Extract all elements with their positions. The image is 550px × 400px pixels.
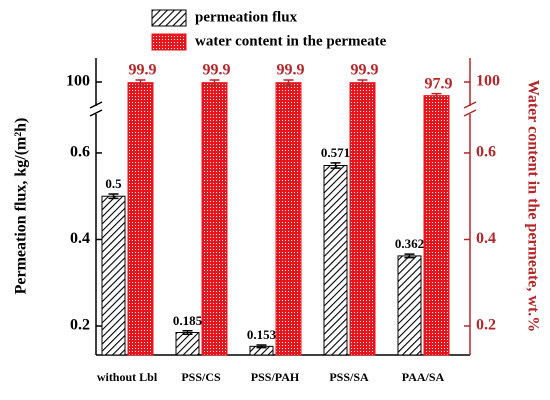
error-bar: [357, 79, 368, 86]
legend-swatch: [151, 33, 187, 51]
axis-break: [463, 101, 477, 109]
value-label: 99.9: [351, 62, 379, 79]
y-axis-label: Permeation flux, kg/(m²h): [13, 118, 30, 295]
value-label: 0.362: [395, 236, 424, 251]
y-tick-label: 0.6: [70, 144, 90, 161]
legend-label: water content in the permeate: [195, 33, 387, 49]
error-bar: [182, 330, 193, 335]
bar: [275, 82, 302, 356]
axis-break: [463, 109, 477, 117]
value-label: 97.9: [425, 75, 453, 92]
x-tick-label: PSS/SA: [329, 370, 369, 384]
y2-tick-label: 0.2: [476, 317, 496, 334]
bar: [127, 82, 154, 356]
legend-swatch: [151, 9, 187, 27]
value-label: 99.9: [277, 62, 305, 79]
error-bar: [431, 92, 442, 99]
value-label: 0.153: [247, 327, 277, 342]
x-tick-label: without Lbl: [97, 370, 158, 384]
error-bar: [135, 79, 146, 86]
value-label: 0.185: [173, 313, 203, 328]
bar: [349, 82, 376, 356]
y-tick-label: 100: [66, 73, 90, 90]
value-label: 99.9: [129, 62, 157, 79]
error-bar: [256, 344, 267, 349]
bar: [397, 255, 422, 356]
error-bar: [283, 79, 294, 86]
error-bar: [330, 162, 341, 169]
bar: [175, 332, 200, 356]
bar: [201, 82, 228, 356]
value-label: 0.571: [321, 145, 350, 160]
y2-tick-label: 0.6: [476, 144, 496, 161]
value-label: 99.9: [203, 62, 231, 79]
error-bar: [108, 193, 119, 200]
axis-break: [89, 101, 103, 109]
axis-break: [89, 109, 103, 117]
legend-label: permeation flux: [195, 9, 298, 25]
y-tick-label: 0.2: [70, 317, 90, 334]
y2-axis-label: Water content in the permeate, wt.%: [524, 80, 541, 333]
x-tick-label: PAA/SA: [402, 370, 445, 384]
bar: [423, 95, 450, 356]
value-label: 0.5: [105, 176, 122, 191]
x-tick-label: PSS/PAH: [251, 370, 300, 384]
y-tick-label: 0.4: [70, 230, 90, 247]
bar: [323, 164, 348, 356]
y2-tick-label: 100: [476, 73, 500, 90]
error-bar: [404, 253, 415, 259]
error-bar: [209, 79, 220, 86]
y2-tick-label: 0.4: [476, 230, 496, 247]
bar: [101, 195, 126, 356]
x-tick-label: PSS/CS: [181, 370, 221, 384]
